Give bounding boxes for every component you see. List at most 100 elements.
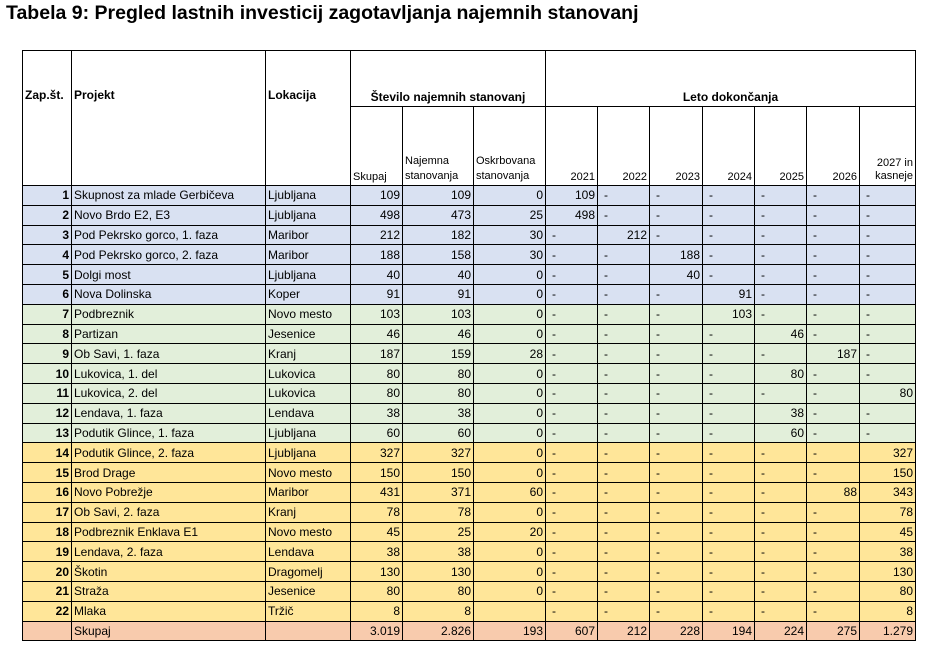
row-year-value: - xyxy=(754,244,807,266)
row-number: 9 xyxy=(22,343,72,365)
row-skupaj: 431 xyxy=(350,481,403,503)
row-oskrbovana: 0 xyxy=(473,541,546,563)
row-lokacija: Jesenice xyxy=(265,323,351,345)
row-skupaj: 46 xyxy=(350,323,403,345)
row-year-value: - xyxy=(649,501,703,523)
row-number: 3 xyxy=(22,224,72,246)
row-projekt: Novo Brdo E2, E3 xyxy=(71,204,266,226)
row-najemna: 159 xyxy=(402,343,474,365)
row-number: 4 xyxy=(22,244,72,266)
row-skupaj: 80 xyxy=(350,580,403,602)
row-year-value: - xyxy=(859,363,916,384)
header-year: 2027 in kasneje xyxy=(859,106,916,186)
row-year-value: - xyxy=(649,422,703,444)
row-year-value: - xyxy=(754,264,807,285)
row-year-value: - xyxy=(545,244,598,266)
row-lokacija: Ljubljana xyxy=(265,422,351,444)
row-year-value: - xyxy=(754,224,807,246)
row-projekt: Lukovica, 2. del xyxy=(71,382,266,404)
row-year-value: - xyxy=(649,481,703,503)
row-year-value: 80 xyxy=(859,580,916,602)
row-lokacija: Maribor xyxy=(265,224,351,246)
header-lokacija: Lokacija xyxy=(265,50,351,186)
row-year-value: - xyxy=(545,224,598,246)
row-year-value: - xyxy=(545,264,598,285)
row-skupaj: 130 xyxy=(350,561,403,582)
row-year-value: - xyxy=(597,422,650,444)
row-year-value: 343 xyxy=(859,481,916,503)
row-year-value: - xyxy=(702,442,755,464)
table-row: 13 Podutik Glince, 1. faza Ljubljana 60 60 0-… xyxy=(22,422,916,444)
row-najemna: 158 xyxy=(402,244,474,266)
row-oskrbovana: 0 xyxy=(473,462,546,483)
table-row: 15 Brod Drage Novo mesto 150 150 0- - - - - -150 xyxy=(22,462,916,483)
row-skupaj: 212 xyxy=(350,224,403,246)
row-year-value: - xyxy=(545,402,598,424)
row-year-value: - xyxy=(702,541,755,563)
row-year-value: - xyxy=(806,521,860,543)
row-year-value: - xyxy=(545,363,598,384)
row-projekt: Škotin xyxy=(71,561,266,582)
total-year: 212 xyxy=(597,620,650,642)
row-number: 7 xyxy=(22,303,72,325)
row-number: 12 xyxy=(22,402,72,424)
row-year-value: - xyxy=(649,204,703,226)
row-year-value: - xyxy=(702,382,755,404)
row-year-value: - xyxy=(702,264,755,285)
row-lokacija: Ljubljana xyxy=(265,442,351,464)
row-projekt: Lendava, 1. faza xyxy=(71,402,266,424)
row-lokacija: Novo mesto xyxy=(265,462,351,483)
table-row: 4 Pod Pekrsko gorco, 2. faza Maribor 188 158… xyxy=(22,244,916,266)
row-year-value: 46 xyxy=(754,323,807,345)
row-year-value: - xyxy=(597,185,650,206)
row-year-value: - xyxy=(754,343,807,365)
row-projekt: Straža xyxy=(71,580,266,602)
row-year-value: - xyxy=(649,185,703,206)
row-number: 5 xyxy=(22,264,72,285)
row-year-value: 8 xyxy=(859,600,916,622)
row-skupaj: 45 xyxy=(350,521,403,543)
row-year-value: - xyxy=(754,382,807,404)
row-oskrbovana: 60 xyxy=(473,481,546,503)
total-year: 1.279 xyxy=(859,620,916,642)
row-number: 20 xyxy=(22,561,72,582)
row-oskrbovana: 0 xyxy=(473,422,546,444)
row-najemna: 80 xyxy=(402,580,474,602)
total-year: 275 xyxy=(806,620,860,642)
row-oskrbovana: 0 xyxy=(473,382,546,404)
row-year-value: 38 xyxy=(859,541,916,563)
table-row: 2 Novo Brdo E2, E3 Ljubljana 498 473 25 498- - -… xyxy=(22,204,916,226)
table-row: 5 Dolgi most Ljubljana 40 40 0- -40- - - - xyxy=(22,264,916,285)
row-year-value: - xyxy=(806,541,860,563)
row-najemna: 327 xyxy=(402,442,474,464)
row-year-value: - xyxy=(702,363,755,384)
row-year-value: - xyxy=(806,283,860,305)
row-year-value: - xyxy=(806,561,860,582)
header-zap: Zap.št. xyxy=(22,50,72,186)
row-year-value: - xyxy=(754,501,807,523)
row-najemna: 371 xyxy=(402,481,474,503)
row-year-value: - xyxy=(597,264,650,285)
row-lokacija: Tržič xyxy=(265,600,351,622)
row-year-value: - xyxy=(806,422,860,444)
row-year-value: - xyxy=(702,580,755,602)
header-year: 2021 xyxy=(545,106,598,186)
header-row-2: Skupaj Najemna stanovanja Oskrbovana sta… xyxy=(23,106,916,186)
header-row-1: Zap.št. Projekt Lokacija Število najemni… xyxy=(22,50,916,186)
row-year-value: 45 xyxy=(859,521,916,543)
row-year-value: - xyxy=(545,283,598,305)
row-year-value: - xyxy=(859,323,916,345)
row-oskrbovana: 20 xyxy=(473,521,546,543)
row-number: 15 xyxy=(22,462,72,483)
row-year-value: - xyxy=(649,561,703,582)
row-year-value: 103 xyxy=(702,303,755,325)
row-year-value: - xyxy=(859,185,916,206)
row-year-value: - xyxy=(597,283,650,305)
table-row: 8 Partizan Jesenice 46 46 0- - - -46- - xyxy=(22,323,916,345)
total-oskrbovana: 193 xyxy=(473,620,546,642)
row-year-value: - xyxy=(597,323,650,345)
row-oskrbovana: 0 xyxy=(473,283,546,305)
row-oskrbovana: 0 xyxy=(473,442,546,464)
table-row: 17 Ob Savi, 2. faza Kranj 78 78 0- - - - - -78 xyxy=(22,501,916,523)
table-row: 14 Podutik Glince, 2. faza Ljubljana 327 327… xyxy=(22,442,916,464)
